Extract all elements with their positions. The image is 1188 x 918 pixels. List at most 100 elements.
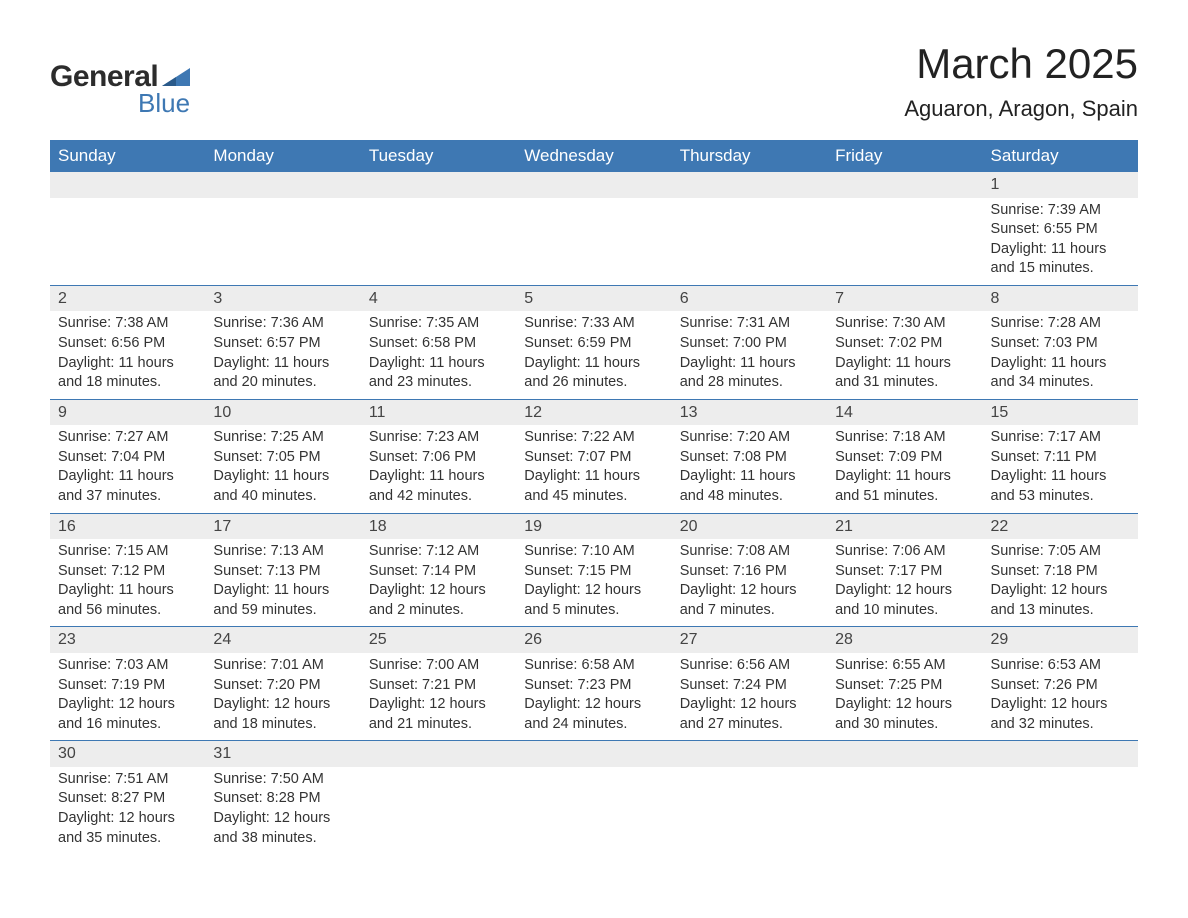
sunrise-line: Sunrise: 7:03 AM bbox=[58, 656, 197, 676]
day-number-cell: 26 bbox=[516, 627, 671, 653]
sunrise-line: Sunrise: 7:33 AM bbox=[524, 314, 663, 334]
day-detail-cell: Sunrise: 7:38 AMSunset: 6:56 PMDaylight:… bbox=[50, 311, 205, 399]
sunrise-line: Sunrise: 7:51 AM bbox=[58, 770, 197, 790]
day-number-cell bbox=[361, 741, 516, 767]
daylight-line: Daylight: 11 hours and 37 minutes. bbox=[58, 467, 197, 506]
sunrise-line: Sunrise: 7:31 AM bbox=[680, 314, 819, 334]
day-number-cell: 12 bbox=[516, 399, 671, 425]
day-detail-cell: Sunrise: 7:51 AMSunset: 8:27 PMDaylight:… bbox=[50, 767, 205, 854]
day-detail-cell: Sunrise: 7:20 AMSunset: 7:08 PMDaylight:… bbox=[672, 425, 827, 513]
daylight-line: Daylight: 11 hours and 51 minutes. bbox=[835, 467, 974, 506]
sunset-line: Sunset: 7:08 PM bbox=[680, 448, 819, 468]
sunrise-line: Sunrise: 7:00 AM bbox=[369, 656, 508, 676]
day-number-cell: 21 bbox=[827, 513, 982, 539]
daylight-line: Daylight: 12 hours and 13 minutes. bbox=[991, 581, 1130, 620]
weekday-friday: Friday bbox=[827, 140, 982, 172]
daylight-line: Daylight: 12 hours and 32 minutes. bbox=[991, 695, 1130, 734]
week-4-daynum-row: 23242526272829 bbox=[50, 627, 1138, 653]
day-number-cell bbox=[361, 172, 516, 198]
day-detail-cell: Sunrise: 7:27 AMSunset: 7:04 PMDaylight:… bbox=[50, 425, 205, 513]
day-number-cell: 3 bbox=[205, 285, 360, 311]
sunset-line: Sunset: 7:06 PM bbox=[369, 448, 508, 468]
day-number-cell: 1 bbox=[983, 172, 1138, 198]
sunset-line: Sunset: 7:12 PM bbox=[58, 562, 197, 582]
sunset-line: Sunset: 6:55 PM bbox=[991, 220, 1130, 240]
week-0-detail-row: Sunrise: 7:39 AMSunset: 6:55 PMDaylight:… bbox=[50, 198, 1138, 286]
logo-text-blue: Blue bbox=[138, 88, 190, 119]
sunrise-line: Sunrise: 7:30 AM bbox=[835, 314, 974, 334]
day-detail-cell: Sunrise: 7:12 AMSunset: 7:14 PMDaylight:… bbox=[361, 539, 516, 627]
day-number-cell: 4 bbox=[361, 285, 516, 311]
daylight-line: Daylight: 11 hours and 23 minutes. bbox=[369, 354, 508, 393]
sunrise-line: Sunrise: 7:35 AM bbox=[369, 314, 508, 334]
sunset-line: Sunset: 7:11 PM bbox=[991, 448, 1130, 468]
header: General Blue March 2025 Aguaron, Aragon,… bbox=[50, 40, 1138, 122]
sunrise-line: Sunrise: 6:56 AM bbox=[680, 656, 819, 676]
sunset-line: Sunset: 6:59 PM bbox=[524, 334, 663, 354]
day-number-cell: 10 bbox=[205, 399, 360, 425]
sunrise-line: Sunrise: 7:15 AM bbox=[58, 542, 197, 562]
week-2-daynum-row: 9101112131415 bbox=[50, 399, 1138, 425]
sunset-line: Sunset: 7:07 PM bbox=[524, 448, 663, 468]
day-number-cell: 11 bbox=[361, 399, 516, 425]
day-number-cell: 20 bbox=[672, 513, 827, 539]
daylight-line: Daylight: 11 hours and 40 minutes. bbox=[213, 467, 352, 506]
daylight-line: Daylight: 12 hours and 10 minutes. bbox=[835, 581, 974, 620]
sunrise-line: Sunrise: 7:36 AM bbox=[213, 314, 352, 334]
daylight-line: Daylight: 11 hours and 31 minutes. bbox=[835, 354, 974, 393]
daylight-line: Daylight: 12 hours and 7 minutes. bbox=[680, 581, 819, 620]
day-detail-cell bbox=[672, 198, 827, 286]
sunrise-line: Sunrise: 6:58 AM bbox=[524, 656, 663, 676]
day-detail-cell: Sunrise: 7:33 AMSunset: 6:59 PMDaylight:… bbox=[516, 311, 671, 399]
day-detail-cell bbox=[516, 767, 671, 854]
day-detail-cell: Sunrise: 7:23 AMSunset: 7:06 PMDaylight:… bbox=[361, 425, 516, 513]
daylight-line: Daylight: 12 hours and 30 minutes. bbox=[835, 695, 974, 734]
sunrise-line: Sunrise: 7:01 AM bbox=[213, 656, 352, 676]
daylight-line: Daylight: 11 hours and 20 minutes. bbox=[213, 354, 352, 393]
day-detail-cell bbox=[205, 198, 360, 286]
logo: General Blue bbox=[50, 60, 190, 119]
sunrise-line: Sunrise: 7:06 AM bbox=[835, 542, 974, 562]
week-5-daynum-row: 3031 bbox=[50, 741, 1138, 767]
sunset-line: Sunset: 7:18 PM bbox=[991, 562, 1130, 582]
day-number-cell: 29 bbox=[983, 627, 1138, 653]
weekday-saturday: Saturday bbox=[983, 140, 1138, 172]
daylight-line: Daylight: 11 hours and 53 minutes. bbox=[991, 467, 1130, 506]
sunrise-line: Sunrise: 7:27 AM bbox=[58, 428, 197, 448]
sunset-line: Sunset: 7:23 PM bbox=[524, 676, 663, 696]
day-number-cell: 16 bbox=[50, 513, 205, 539]
day-detail-cell: Sunrise: 7:03 AMSunset: 7:19 PMDaylight:… bbox=[50, 653, 205, 741]
sunset-line: Sunset: 7:26 PM bbox=[991, 676, 1130, 696]
day-detail-cell bbox=[516, 198, 671, 286]
sunrise-line: Sunrise: 7:05 AM bbox=[991, 542, 1130, 562]
day-number-cell bbox=[516, 741, 671, 767]
day-number-cell: 6 bbox=[672, 285, 827, 311]
daylight-line: Daylight: 12 hours and 35 minutes. bbox=[58, 809, 197, 848]
sunset-line: Sunset: 7:05 PM bbox=[213, 448, 352, 468]
daylight-line: Daylight: 11 hours and 45 minutes. bbox=[524, 467, 663, 506]
day-detail-cell: Sunrise: 7:08 AMSunset: 7:16 PMDaylight:… bbox=[672, 539, 827, 627]
sunrise-line: Sunrise: 6:53 AM bbox=[991, 656, 1130, 676]
day-number-cell: 9 bbox=[50, 399, 205, 425]
day-number-cell bbox=[516, 172, 671, 198]
daylight-line: Daylight: 11 hours and 34 minutes. bbox=[991, 354, 1130, 393]
daylight-line: Daylight: 12 hours and 21 minutes. bbox=[369, 695, 508, 734]
day-number-cell: 25 bbox=[361, 627, 516, 653]
sunset-line: Sunset: 7:13 PM bbox=[213, 562, 352, 582]
daylight-line: Daylight: 11 hours and 26 minutes. bbox=[524, 354, 663, 393]
week-5-detail-row: Sunrise: 7:51 AMSunset: 8:27 PMDaylight:… bbox=[50, 767, 1138, 854]
day-detail-cell: Sunrise: 7:06 AMSunset: 7:17 PMDaylight:… bbox=[827, 539, 982, 627]
daylight-line: Daylight: 12 hours and 24 minutes. bbox=[524, 695, 663, 734]
daylight-line: Daylight: 11 hours and 28 minutes. bbox=[680, 354, 819, 393]
day-detail-cell bbox=[361, 198, 516, 286]
day-detail-cell: Sunrise: 7:28 AMSunset: 7:03 PMDaylight:… bbox=[983, 311, 1138, 399]
sunset-line: Sunset: 7:25 PM bbox=[835, 676, 974, 696]
day-number-cell bbox=[672, 741, 827, 767]
day-detail-cell: Sunrise: 7:30 AMSunset: 7:02 PMDaylight:… bbox=[827, 311, 982, 399]
day-number-cell: 19 bbox=[516, 513, 671, 539]
sunset-line: Sunset: 7:15 PM bbox=[524, 562, 663, 582]
day-detail-cell: Sunrise: 7:01 AMSunset: 7:20 PMDaylight:… bbox=[205, 653, 360, 741]
day-detail-cell bbox=[827, 198, 982, 286]
sunset-line: Sunset: 7:16 PM bbox=[680, 562, 819, 582]
day-detail-cell bbox=[50, 198, 205, 286]
